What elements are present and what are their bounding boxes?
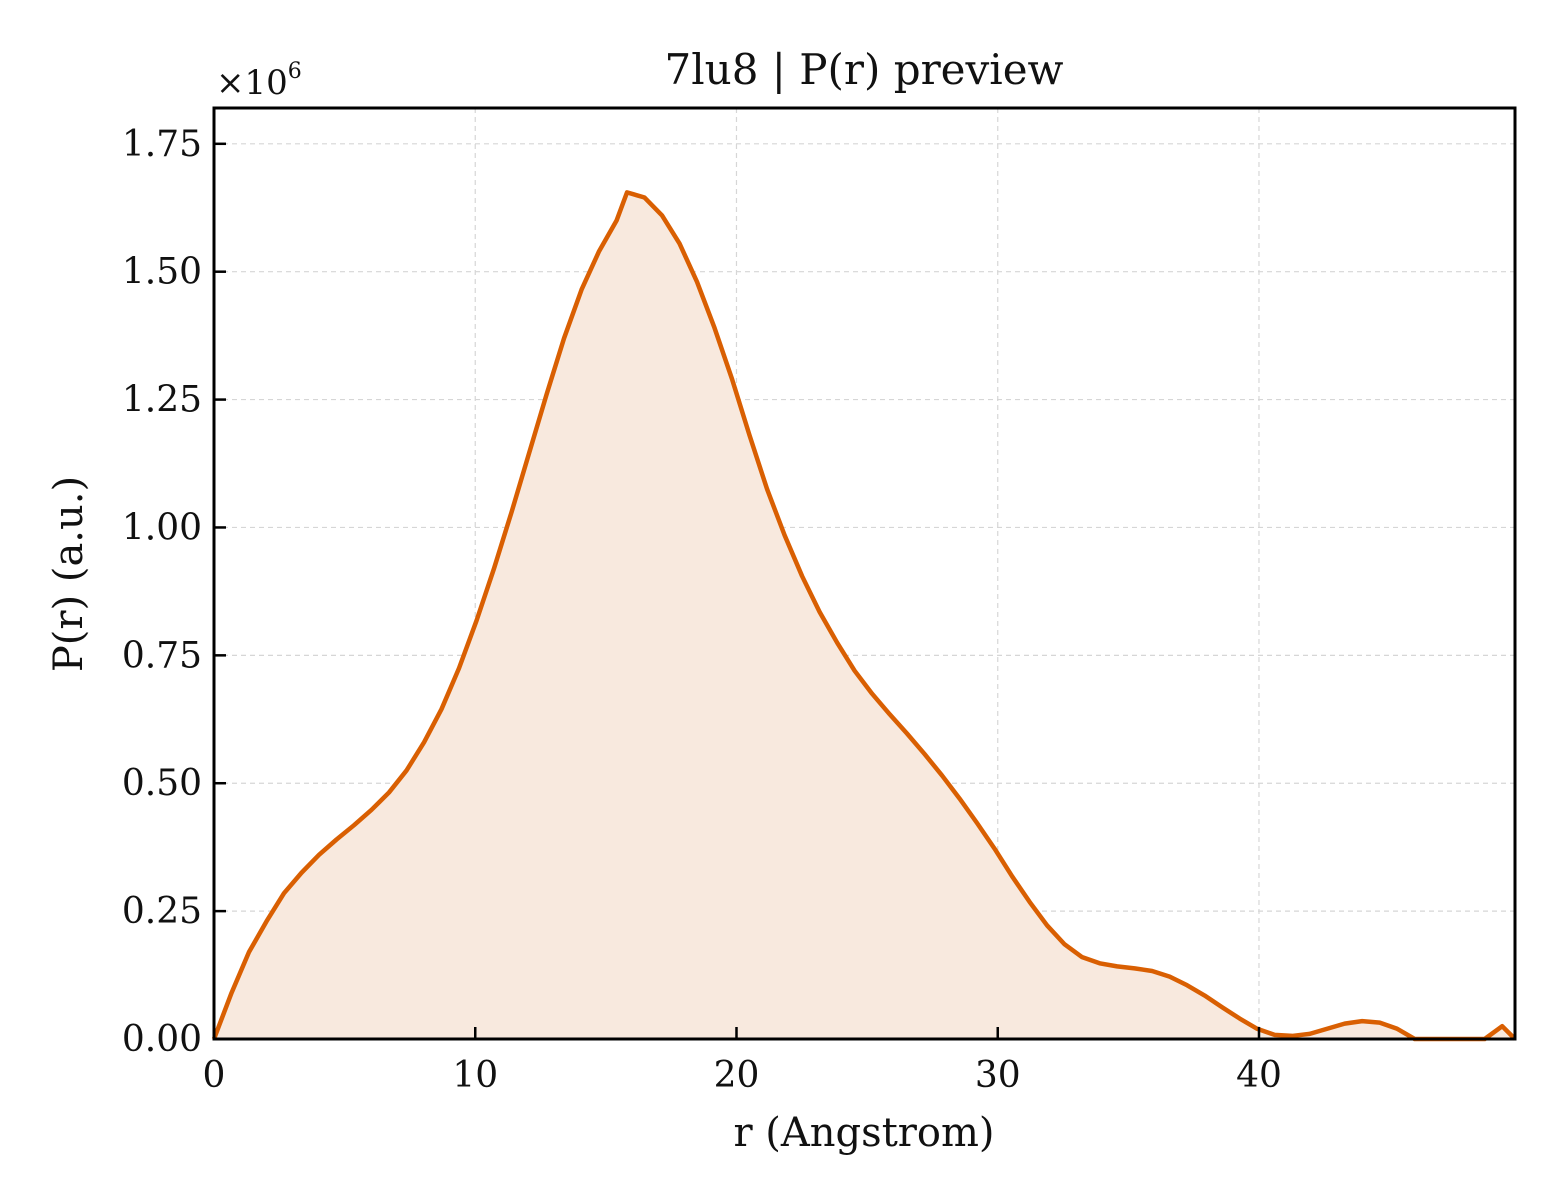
y-tick-label: 0.75 <box>122 635 202 676</box>
y-tick-label: 0.50 <box>122 763 202 804</box>
y-multiplier-exponent: 6 <box>288 59 302 84</box>
y-multiplier-base: ×10 <box>216 63 288 103</box>
chart-title: 7lu8 | P(r) preview <box>664 45 1063 94</box>
x-axis-label: r (Angstrom) <box>733 1110 994 1156</box>
pr-area-fill <box>214 192 1515 1039</box>
x-tick-label: 0 <box>203 1055 226 1096</box>
x-tick-label: 40 <box>1236 1055 1282 1096</box>
y-axis-label: P(r) (a.u.) <box>46 476 92 672</box>
y-tick-label: 1.75 <box>122 124 202 165</box>
x-tick-label: 20 <box>714 1055 760 1096</box>
y-tick-label: 0.00 <box>122 1019 202 1060</box>
x-tick-label: 30 <box>975 1055 1021 1096</box>
y-axis-multiplier: ×106 <box>216 59 302 103</box>
y-tick-label: 0.25 <box>122 891 202 932</box>
y-tick-label: 1.25 <box>122 380 202 421</box>
x-tick-label: 10 <box>452 1055 498 1096</box>
y-tick-label: 1.50 <box>122 252 202 293</box>
pr-data-line <box>211 190 1517 1042</box>
axis-ticks: 0 10 20 30 40 0.00 0.25 0.50 0.75 1.00 1.25 1.50 1.7… <box>122 124 1282 1096</box>
plot-frame <box>212 106 1517 1041</box>
y-tick-label: 1.00 <box>122 507 202 548</box>
